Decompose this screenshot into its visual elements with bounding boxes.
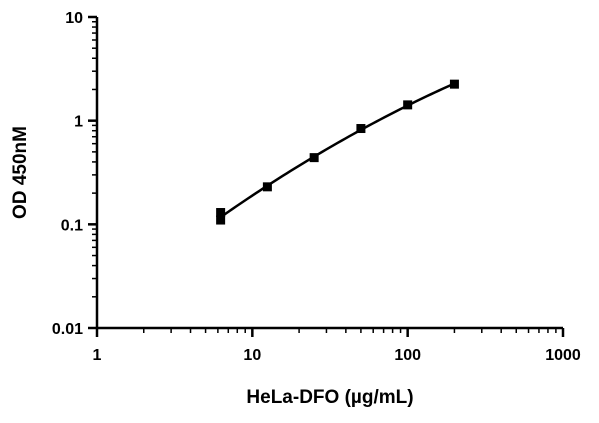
data-point: [216, 208, 226, 218]
x-tick-label: 100: [394, 347, 421, 364]
data-point: [403, 100, 413, 110]
data-point: [449, 79, 459, 89]
data-point: [356, 124, 366, 134]
x-tick-label: 1000: [545, 347, 581, 364]
x-axis-title: HeLa-DFO (µg/mL): [246, 387, 413, 408]
data-point: [262, 182, 272, 192]
data-points: [216, 79, 459, 225]
y-tick-label: 0.1: [61, 217, 83, 234]
y-tick-label: 1: [74, 114, 83, 131]
data-point: [216, 215, 226, 225]
data-point: [309, 153, 319, 163]
y-tick-label: 0.01: [52, 321, 83, 338]
axes: 0.01 0.1 1 10 1 10 100 1000: [52, 10, 581, 364]
y-ticks: 0.01 0.1 1 10: [52, 10, 97, 338]
y-tick-label: 10: [65, 10, 83, 27]
y-axis-title: OD 450nM: [10, 126, 31, 219]
x-ticks: 1 10 100 1000: [93, 328, 581, 364]
x-tick-label: 10: [243, 347, 261, 364]
fit-curve: [219, 82, 455, 219]
x-tick-label: 1: [93, 347, 102, 364]
